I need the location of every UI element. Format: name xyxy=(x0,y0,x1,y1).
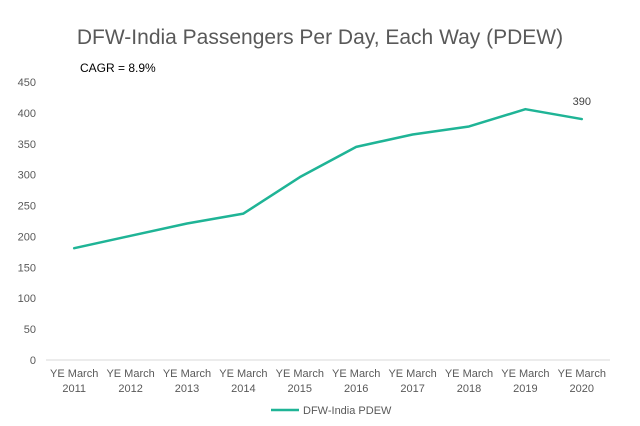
series-line xyxy=(72,107,584,250)
y-tick-label: 300 xyxy=(18,170,36,182)
x-tick-label: YE March 2019 xyxy=(501,368,549,395)
y-tick-label: 200 xyxy=(18,231,36,243)
x-tick-label: YE March 2012 xyxy=(106,368,154,395)
chart-title: DFW-India Passengers Per Day, Each Way (… xyxy=(77,26,563,49)
x-tick-label: YE March 2020 xyxy=(558,368,606,395)
data-label-layer: 390 xyxy=(573,96,591,108)
series-layer xyxy=(72,107,584,250)
cagr-annotation: CAGR = 8.9% xyxy=(80,61,156,75)
x-axis: YE March 2011 YE March 2012 YE March 2013 YE M… xyxy=(46,359,610,395)
x-tick-label: YE March 2017 xyxy=(388,368,436,395)
x-tick-label: YE March 2014 xyxy=(219,368,267,395)
y-axis: 0 50 100 150 200 250 300 350 400 450 xyxy=(18,77,36,367)
y-tick-label: 150 xyxy=(18,262,36,274)
x-tick-label: YE March 2015 xyxy=(276,368,324,395)
legend-label: DFW-India PDEW xyxy=(303,405,392,417)
x-tick-label: YE March 2011 xyxy=(50,368,98,395)
x-tick-label: YE March 2016 xyxy=(332,368,380,395)
legend: DFW-India PDEW xyxy=(271,405,392,417)
y-tick-label: 400 xyxy=(18,108,36,120)
y-tick-label: 250 xyxy=(18,201,36,213)
x-tick-label: YE March 2018 xyxy=(445,368,493,395)
y-tick-label: 50 xyxy=(24,324,36,336)
y-tick-label: 0 xyxy=(30,355,36,367)
y-tick-label: 100 xyxy=(18,293,36,305)
data-label: 390 xyxy=(573,96,591,108)
y-tick-label: 450 xyxy=(18,77,36,89)
x-tick-label: YE March 2013 xyxy=(163,368,211,395)
y-tick-label: 350 xyxy=(18,139,36,151)
